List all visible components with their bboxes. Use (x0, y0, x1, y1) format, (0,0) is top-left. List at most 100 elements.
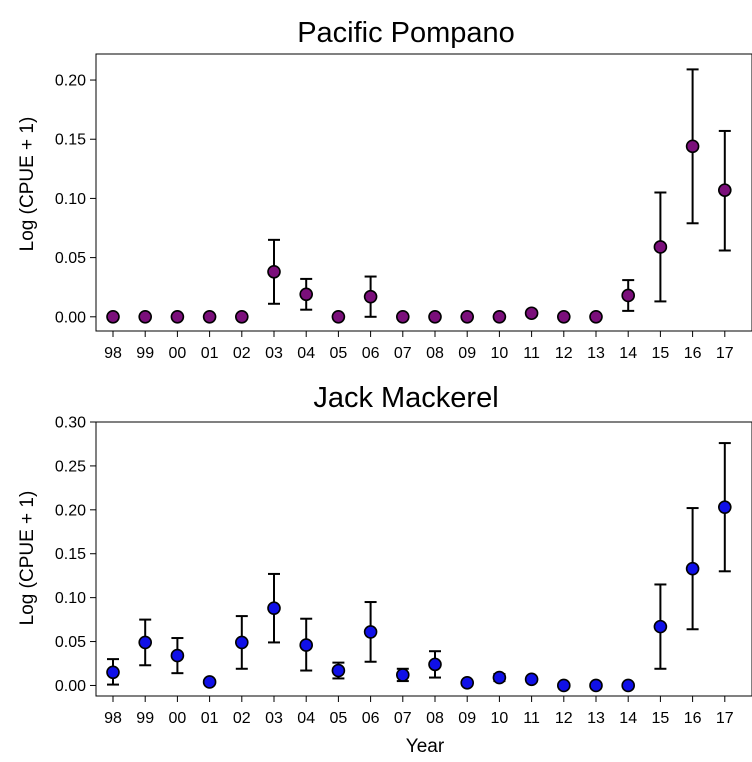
x-tick-label: 00 (169, 710, 187, 727)
data-point (170, 648, 185, 663)
data-point (556, 678, 571, 693)
y-tick-label: 0.15 (55, 132, 86, 149)
x-tick-label: 07 (394, 345, 412, 362)
x-tick-label: 05 (330, 710, 348, 727)
x-tick-label: 06 (362, 345, 380, 362)
x-tick-label: 09 (458, 345, 476, 362)
data-point (395, 309, 410, 324)
data-point (621, 288, 636, 303)
x-tick-label: 04 (297, 710, 315, 727)
plot-frame (95, 53, 752, 332)
x-tick-label: 98 (104, 710, 122, 727)
data-point (363, 625, 378, 639)
data-point (299, 287, 314, 302)
x-tick-label: 15 (652, 710, 670, 727)
x-tick-label: 01 (201, 710, 219, 727)
data-point (653, 619, 668, 634)
data-point (202, 309, 217, 324)
x-tick-label: 12 (555, 345, 573, 362)
x-tick-label: 04 (297, 345, 315, 362)
x-tick-label: 06 (362, 710, 380, 727)
data-point (235, 309, 249, 324)
data-points (106, 442, 732, 693)
x-tick-label: 08 (426, 345, 444, 362)
y-tick-label: 0.00 (55, 309, 86, 326)
data-point (106, 309, 120, 324)
x-axis-label: Year (406, 736, 445, 757)
y-tick-label: 0.00 (55, 678, 86, 695)
data-point (524, 672, 539, 687)
data-point (299, 638, 314, 652)
x-tick-label: 10 (491, 710, 509, 727)
chart-jack-mackerel: Jack Mackerel Log (CPUE + 1) 0.00 0.05 0.1… (17, 382, 752, 757)
data-point (717, 500, 732, 514)
x-ticks: 98 99 00 01 02 03 04 05 06 07 08 09 10 11 12 13 14 15 16 17 (104, 696, 734, 727)
data-points (106, 68, 732, 324)
data-point (202, 675, 217, 689)
y-tick-label: 0.30 (55, 415, 86, 432)
data-point (556, 309, 571, 324)
y-ticks: 0.00 0.05 0.10 0.15 0.20 (55, 73, 96, 326)
data-point (428, 309, 442, 324)
y-tick-label: 0.20 (55, 73, 86, 90)
data-point (363, 289, 378, 304)
data-point (685, 139, 700, 154)
x-tick-label: 98 (104, 345, 122, 362)
x-tick-label: 07 (394, 710, 412, 727)
data-point (460, 676, 475, 690)
data-point (653, 240, 668, 254)
y-tick-label: 0.10 (55, 590, 86, 607)
x-tick-label: 05 (330, 345, 348, 362)
x-tick-label: 01 (201, 345, 219, 362)
x-tick-label: 00 (169, 345, 187, 362)
x-tick-label: 09 (458, 710, 476, 727)
data-point (428, 657, 442, 672)
y-tick-label: 0.10 (55, 191, 86, 208)
y-tick-label: 0.25 (55, 458, 86, 475)
data-point (460, 309, 475, 324)
y-tick-label: 0.15 (55, 546, 86, 563)
chart-pacific-pompano: Pacific Pompano Log (CPUE + 1) 0.000.050… (17, 17, 752, 362)
y-axis-label: Log (CPUE + 1) (17, 491, 38, 626)
plot-frame (95, 421, 752, 697)
data-point (589, 678, 603, 693)
x-tick-label: 13 (587, 710, 605, 727)
x-ticks: 98 99 00 01 02 03 04 05 06 07 08 09 10 11 12 13 14 15 16 17 (104, 331, 734, 362)
y-axis-label: Log (CPUE + 1) (17, 117, 38, 252)
x-tick-label: 14 (619, 710, 637, 727)
data-point (138, 309, 152, 324)
x-tick-label: 16 (684, 710, 702, 727)
x-tick-label: 16 (684, 345, 702, 362)
x-tick-label: 11 (523, 710, 540, 727)
data-point (267, 265, 281, 279)
data-point (331, 663, 346, 678)
data-point (524, 306, 539, 321)
data-point (106, 665, 120, 680)
y-tick-label: 0.05 (55, 634, 86, 651)
data-point (685, 561, 700, 576)
x-tick-label: 15 (652, 345, 670, 362)
chart-title: Pacific Pompano (297, 17, 515, 49)
x-tick-label: 13 (587, 345, 605, 362)
x-tick-label: 03 (265, 345, 283, 362)
data-point (492, 670, 507, 685)
data-point (395, 668, 410, 682)
x-tick-label: 10 (491, 345, 509, 362)
x-tick-label: 99 (136, 345, 154, 362)
x-tick-label: 14 (619, 345, 637, 362)
data-point (235, 635, 249, 650)
x-tick-label: 03 (265, 710, 283, 727)
y-tick-label: 0.20 (55, 502, 86, 519)
data-point (267, 601, 281, 615)
x-tick-label: 02 (233, 710, 251, 727)
data-point (492, 309, 507, 324)
data-point (621, 678, 636, 693)
y-tick-label: 0.05 (55, 250, 86, 267)
y-ticks: 0.00 0.05 0.10 0.15 0.20 0.25 0.30 (55, 415, 96, 695)
x-tick-label: 99 (136, 710, 154, 727)
x-tick-label: 17 (716, 345, 734, 362)
x-tick-label: 11 (523, 345, 540, 362)
x-tick-label: 17 (716, 710, 734, 727)
x-tick-label: 12 (555, 710, 573, 727)
